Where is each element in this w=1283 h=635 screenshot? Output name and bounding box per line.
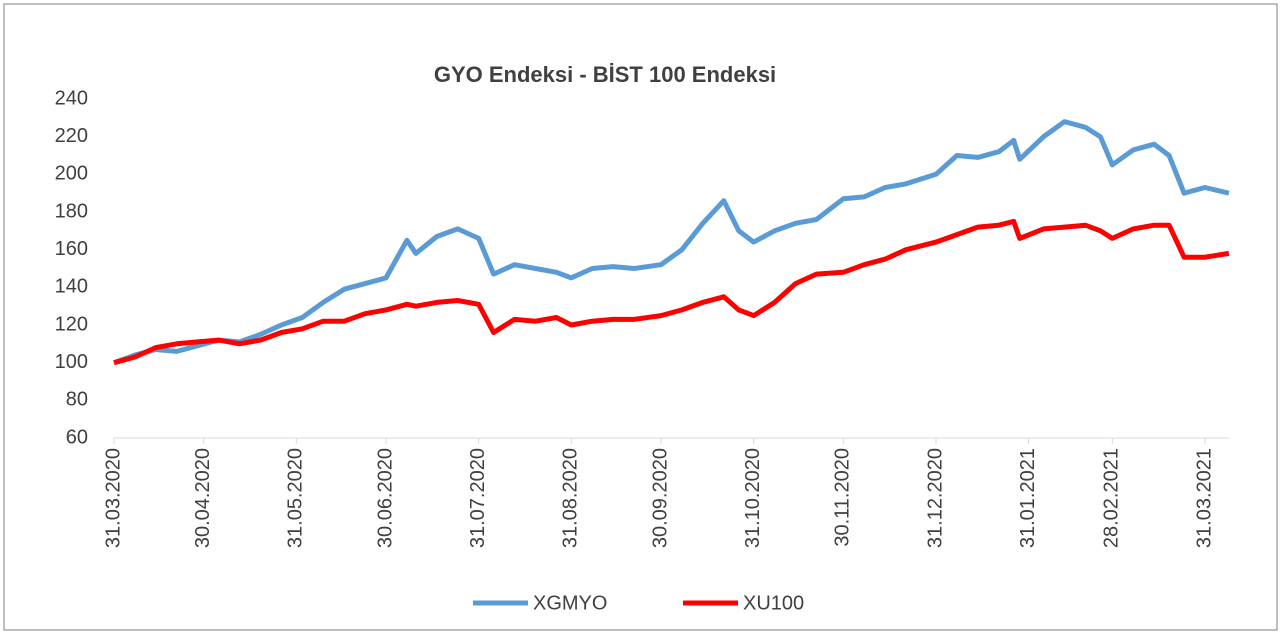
y-tick-label: 80 [66, 389, 88, 411]
x-tick-label: 31.07.2020 [467, 448, 489, 548]
series-line [113, 119, 1230, 366]
y-tick-label: 60 [66, 426, 88, 448]
y-tick-label: 200 [55, 163, 88, 185]
x-tick-label: 31.08.2020 [560, 448, 582, 548]
x-tick-label: 31.05.2020 [285, 448, 307, 548]
x-tick-label: 31.10.2020 [742, 448, 764, 548]
y-tick-label: 240 [55, 87, 88, 109]
y-tick-label: 180 [55, 200, 88, 222]
series-line [113, 218, 1230, 366]
y-tick-label: 140 [55, 276, 88, 298]
x-tick-label: 28.02.2021 [1101, 448, 1123, 548]
legend-label: XU100 [743, 592, 804, 614]
x-tick-label: 31.03.2021 [1193, 448, 1215, 548]
chart-frame [3, 3, 1278, 631]
x-tick-label: 30.04.2020 [192, 448, 214, 548]
y-tick-label: 120 [55, 313, 88, 335]
chart-title: GYO Endeksi - BİST 100 Endeksi [434, 62, 776, 87]
x-tick-label: 31.03.2020 [102, 448, 124, 548]
x-tick-label: 31.01.2021 [1017, 448, 1039, 548]
x-tick-label: 31.12.2020 [924, 448, 946, 548]
x-tick-label: 30.11.2020 [832, 448, 854, 547]
x-tick-label: 30.06.2020 [374, 448, 396, 548]
x-tick-label: 30.09.2020 [649, 448, 671, 548]
legend-label: XGMYO [533, 592, 607, 614]
y-tick-label: 160 [55, 238, 88, 260]
y-tick-label: 220 [55, 125, 88, 147]
y-tick-label: 100 [55, 351, 88, 373]
